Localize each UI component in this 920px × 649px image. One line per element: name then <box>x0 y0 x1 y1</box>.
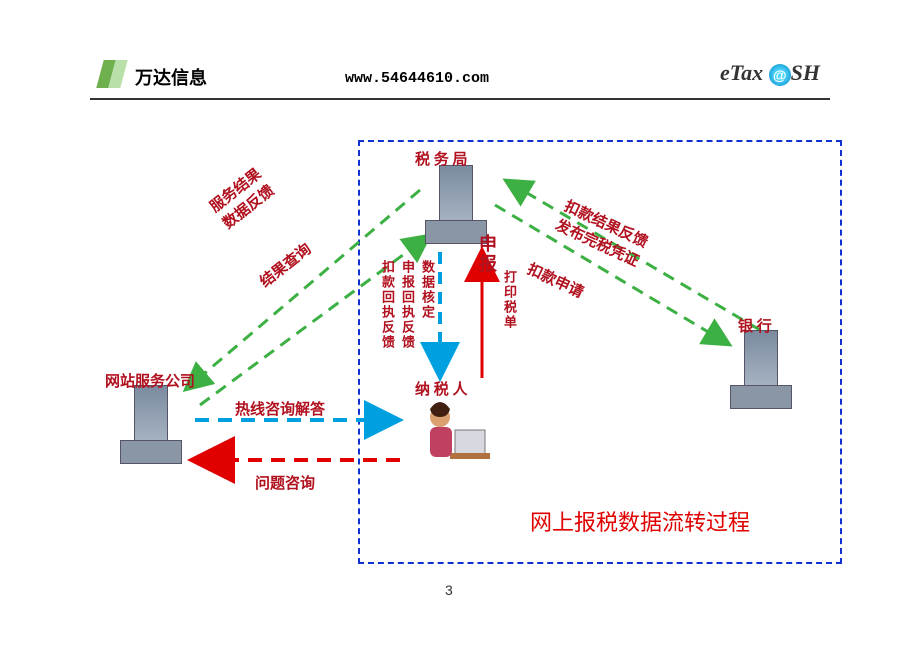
website-url: www.54644610.com <box>345 70 489 87</box>
edge-label: 数据核定 <box>418 260 437 320</box>
edge-label: 热线咨询解答 <box>235 398 325 419</box>
taxpayer-icon <box>415 395 495 475</box>
edge-label: 服务结果数据反馈 <box>205 163 278 233</box>
edge-label: 申报 <box>474 234 500 274</box>
etax-logo: eTax @SH <box>720 60 820 86</box>
bank-icon <box>730 330 790 415</box>
tax-bureau-label: 税 务 局 <box>415 148 468 169</box>
service-company-icon <box>120 385 180 470</box>
edge-label: 扣款回执反馈 <box>378 260 397 350</box>
bank-label: 银 行 <box>738 315 772 336</box>
company-name: 万达信息 <box>135 64 207 90</box>
page-number: 3 <box>445 582 453 598</box>
slide-page: 万达信息 www.54644610.com eTax @SH <box>0 0 920 649</box>
header: 万达信息 www.54644610.com eTax @SH <box>0 60 920 100</box>
edge-label: 申报回执反馈 <box>398 260 417 350</box>
diagram-title: 网上报税数据流转过程 <box>530 505 750 537</box>
at-icon: @ <box>769 64 791 86</box>
edge-label: 结果查询 <box>255 238 315 291</box>
header-rule <box>90 98 830 100</box>
service-co-label: 网站服务公司 <box>105 370 195 391</box>
edge-label: 打印税单 <box>500 270 519 330</box>
edge-label: 问题咨询 <box>255 472 315 493</box>
taxpayer-label: 纳 税 人 <box>415 378 468 399</box>
